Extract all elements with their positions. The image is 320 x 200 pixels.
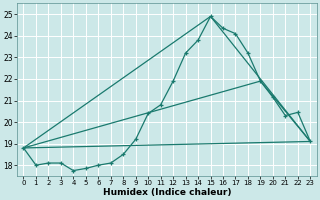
X-axis label: Humidex (Indice chaleur): Humidex (Indice chaleur) — [103, 188, 231, 197]
